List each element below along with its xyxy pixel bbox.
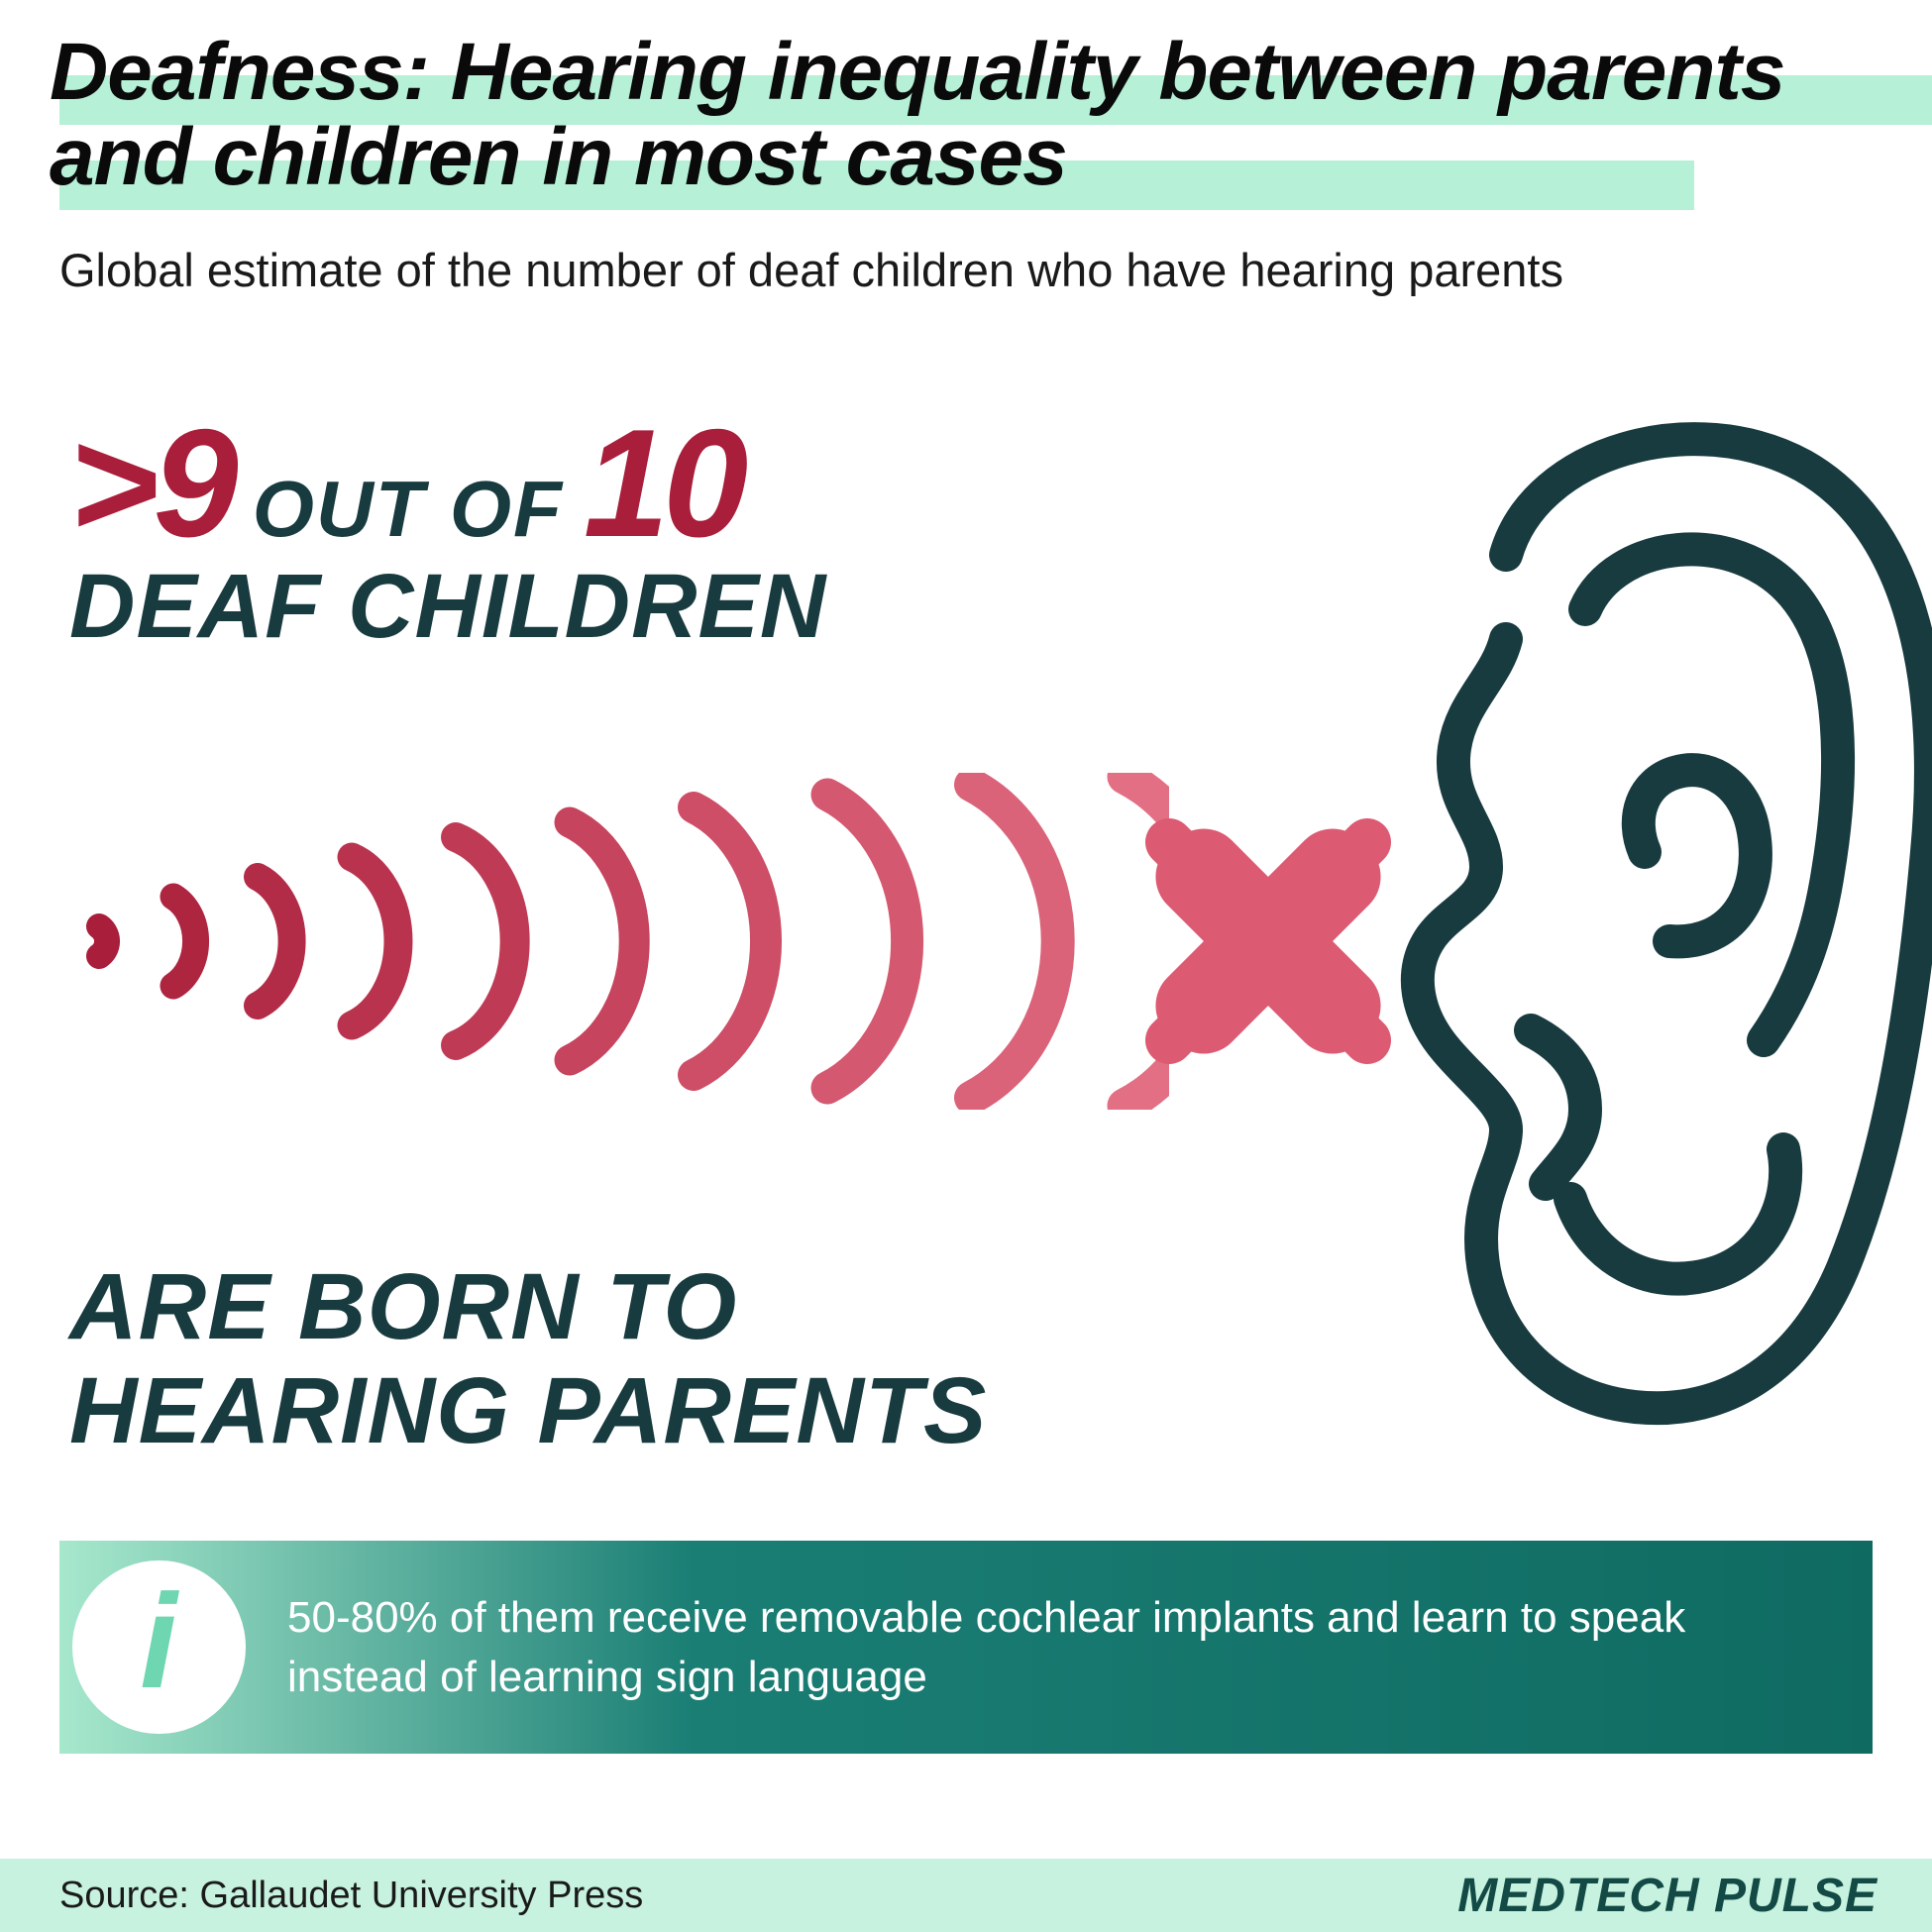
info-icon-wrap: i: [59, 1541, 258, 1754]
info-icon-circle: i: [72, 1560, 246, 1734]
stat-line-2: DEAF CHILDREN: [69, 555, 826, 659]
page-title: Deafness: Hearing inequality between par…: [50, 30, 1902, 200]
stat-line-4: HEARING PARENTS: [69, 1357, 987, 1465]
hearing-graphic: [59, 664, 1873, 1179]
stat-line-3: ARE BORN TO: [69, 1253, 737, 1361]
info-icon: i: [140, 1574, 177, 1708]
stat-line-1: >9 OUT OF 10: [69, 406, 742, 560]
stat-ten: 10: [584, 406, 742, 560]
subtitle: Global estimate of the number of deaf ch…: [59, 243, 1563, 297]
info-callout: i 50-80% of them receive removable cochl…: [59, 1541, 1873, 1754]
headline-block: Deafness: Hearing inequality between par…: [50, 30, 1902, 200]
stat-gt-nine: >9: [69, 406, 233, 560]
ear-icon: [1338, 396, 1932, 1437]
info-text: 50-80% of them receive removable cochlea…: [258, 1588, 1873, 1706]
stat-out-of: OUT OF: [253, 470, 564, 549]
sound-waves-icon: [59, 773, 1169, 1110]
footer-bar: Source: Gallaudet University Press MEDTE…: [0, 1859, 1932, 1932]
brand-logo: MEDTECH PULSE: [1457, 1869, 1878, 1923]
source-text: Source: Gallaudet University Press: [59, 1875, 643, 1917]
